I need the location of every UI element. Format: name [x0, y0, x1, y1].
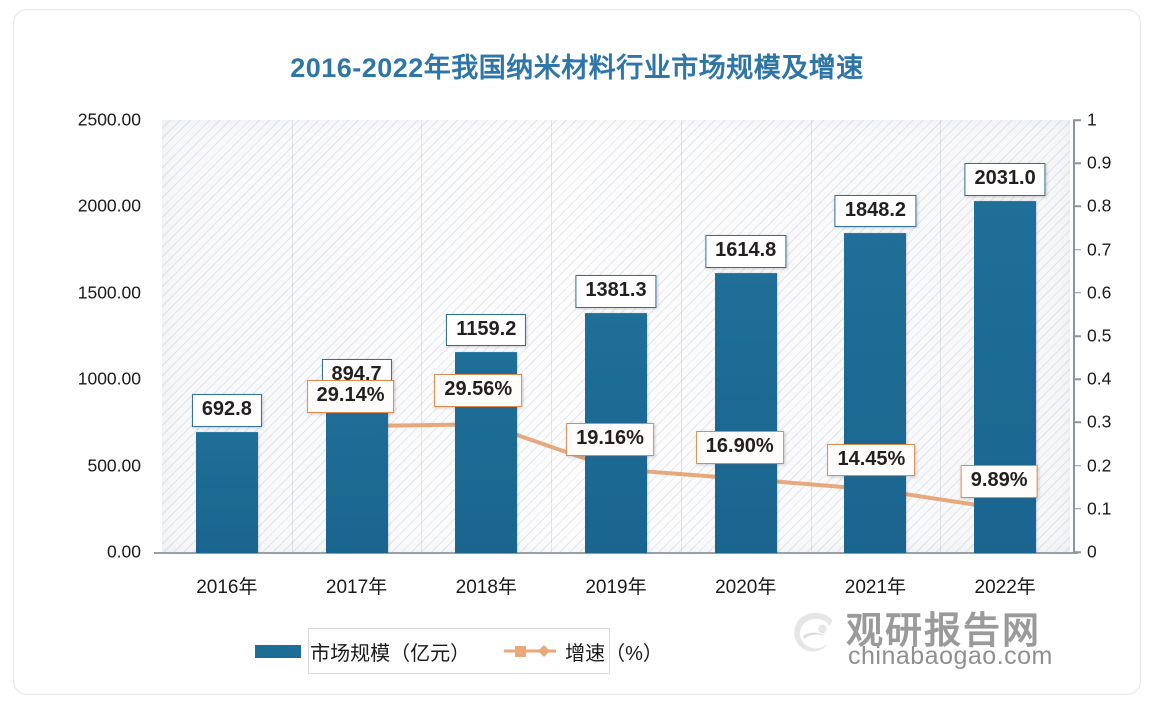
y-axis-left: 0.00 500.00 1000.00 1500.00 2000.00 2500.00 — [34, 10, 141, 694]
x-axis-line — [154, 552, 1078, 554]
y-left-tick-label: 0.00 — [106, 541, 141, 562]
bar-value-label-2016年: 692.8 — [191, 394, 262, 427]
x-axis-label-2022年: 2022年 — [974, 577, 1036, 598]
bar-value-label-2020年: 1614.8 — [705, 234, 787, 268]
y-right-tick-label: 0.3 — [1087, 411, 1112, 432]
y-right-tick-mark — [1073, 162, 1081, 164]
y-right-tick-mark — [1073, 464, 1081, 467]
y-left-tick-label: 1000.00 — [77, 368, 141, 389]
bar-swatch-icon — [255, 644, 302, 658]
y-right-tick-label: 0.4 — [1087, 368, 1112, 389]
bar-value-label-2018年: 1159.2 — [446, 313, 527, 347]
bar-2021年[interactable] — [844, 232, 907, 553]
y-right-tick-label: 0.5 — [1087, 325, 1112, 346]
category-separator — [291, 120, 293, 552]
growth-value-label-2018年: 29.56% — [434, 374, 523, 407]
y-right-tick-label: 1 — [1087, 109, 1097, 130]
growth-value-label-2020年: 16.90% — [695, 430, 784, 464]
y-right-tick-label: 0.6 — [1087, 282, 1112, 303]
y-right-tick-mark — [1073, 551, 1081, 553]
x-axis-label-2016年: 2016年 — [196, 577, 258, 598]
category-separator — [421, 120, 423, 552]
legend-item-growth-rate[interactable]: 增速（%） — [504, 637, 663, 666]
y-left-tick-label: 1500.00 — [77, 282, 141, 303]
y-right-tick-mark — [1073, 508, 1081, 510]
category-separator — [551, 120, 553, 552]
y-left-tick-label: 2000.00 — [77, 195, 141, 216]
growth-value-label-2022年: 9.89% — [960, 465, 1038, 498]
legend-item-market-size[interactable]: 市场规模（亿元） — [255, 637, 470, 666]
line-marker-swatch-icon — [504, 643, 557, 659]
bar-2017年[interactable] — [325, 397, 388, 553]
y-left-tick-label: 2500.00 — [77, 109, 141, 130]
legend-label-growth-rate: 增速（%） — [565, 642, 663, 665]
growth-value-label-2021年: 14.45% — [827, 443, 916, 477]
bar-2016年[interactable] — [195, 432, 258, 553]
category-separator — [940, 120, 942, 552]
y-right-tick-mark — [1073, 421, 1081, 424]
y-right-tick-mark — [1073, 378, 1081, 380]
y-right-tick-label: 0.8 — [1087, 195, 1112, 216]
x-axis-label-2021年: 2021年 — [844, 577, 907, 598]
y-axis-right: 0 0.1 0.2 0.3 0.4 0.5 0.6 0.7 0.8 0.9 1 — [1087, 10, 1140, 694]
chart-title: 2016-2022年我国纳米材料行业市场规模及增速 — [290, 53, 864, 83]
bar-value-label-2022年: 2031.0 — [964, 163, 1046, 196]
growth-value-label-2017年: 29.14% — [306, 380, 395, 413]
bar-value-label-2021年: 1848.2 — [834, 194, 917, 228]
legend-label-market-size: 市场规模（亿元） — [310, 642, 471, 665]
category-separator — [680, 120, 682, 552]
x-axis-label-2019年: 2019年 — [585, 577, 647, 598]
watermark: 观研报告网 chinabaogao.com — [784, 602, 1084, 674]
x-axis-label-2018年: 2018年 — [455, 577, 517, 598]
y-right-tick-mark — [1073, 292, 1081, 294]
bar-2022年[interactable] — [974, 201, 1037, 553]
x-axis-label-2017年: 2017年 — [325, 577, 388, 598]
y-right-tick-mark — [1073, 335, 1081, 337]
growth-value-label-2019年: 19.16% — [566, 423, 654, 456]
y-right-tick-mark — [1073, 205, 1081, 208]
bar-2020年[interactable] — [714, 272, 777, 553]
bar-value-label-2019年: 1381.3 — [575, 275, 657, 308]
x-axis-labels: 2016年 2017年 2018年 2019年 2020年 2021年 2022年 — [162, 572, 1070, 606]
y-right-tick-mark — [1073, 248, 1081, 251]
y-right-tick-label: 0.7 — [1087, 239, 1112, 260]
x-axis-label-2020年: 2020年 — [715, 577, 777, 598]
y-right-tick-label: 0.9 — [1087, 152, 1112, 173]
y-right-tick-mark — [1073, 119, 1081, 121]
chart-legend: 市场规模（亿元） 增速（%） — [255, 628, 663, 674]
watermark-cn-text: 观研报告网 — [846, 609, 1041, 652]
y-right-tick-label: 0.2 — [1087, 455, 1112, 476]
watermark-logo-icon — [794, 612, 833, 652]
y-left-tick-label: 500.00 — [87, 455, 141, 476]
category-separator — [810, 120, 812, 552]
y-right-tick-label: 0 — [1087, 541, 1097, 562]
watermark-en-text: chinabaogao.com — [848, 642, 1053, 670]
y-right-tick-label: 0.1 — [1087, 498, 1112, 519]
chart-card: 2016-2022年我国纳米材料行业市场规模及增速 0.00 500.00 1000… — [13, 9, 1141, 695]
